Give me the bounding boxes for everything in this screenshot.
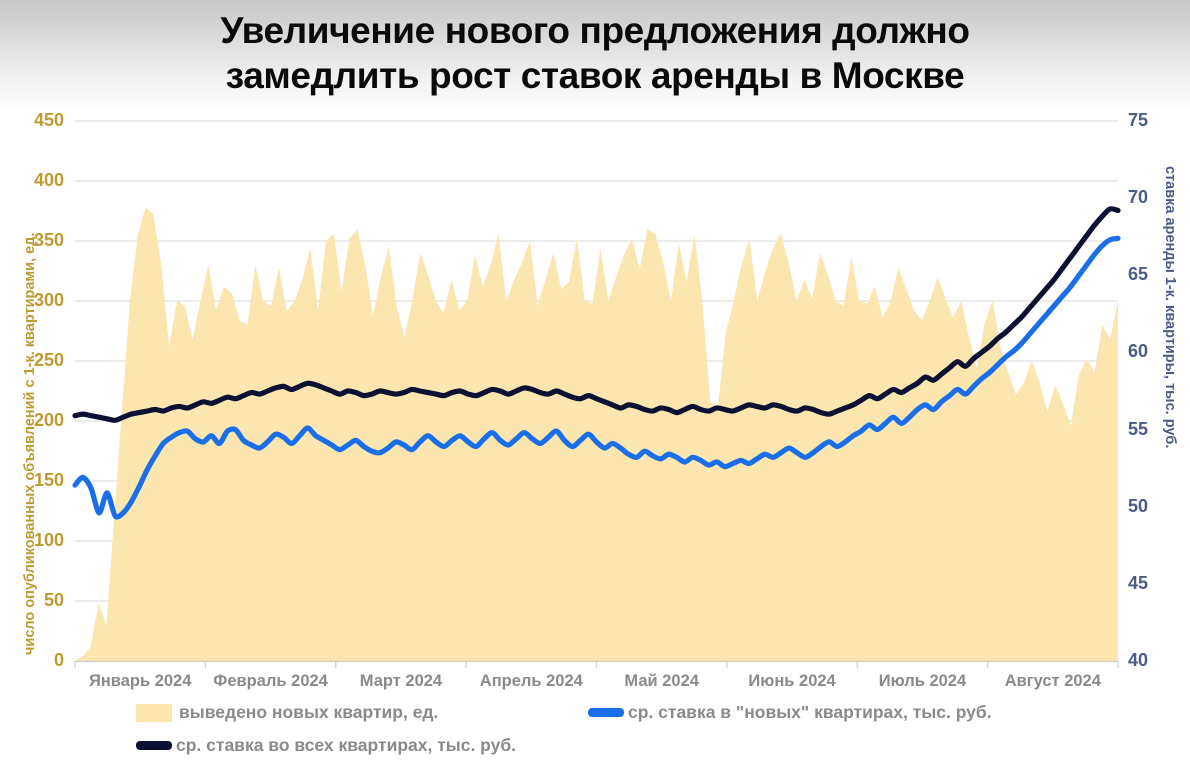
x-axis-tick-label: Август 2024	[1004, 672, 1101, 690]
left-axis-tick-label: 150	[33, 470, 64, 490]
left-axis-tick-label: 350	[33, 230, 64, 250]
left-axis-tick-label: 250	[33, 350, 64, 370]
line-series-group	[72, 206, 1121, 520]
legend-item-new-rate[interactable]: ср. ставка в "новых" квартирах, тыс. руб…	[588, 702, 992, 723]
left-axis-tick-label: 300	[33, 290, 64, 310]
legend-row-1: выведено новых квартир, ед. ср. ставка в…	[0, 702, 1190, 735]
right-axis-tick-label: 55	[1128, 418, 1149, 439]
x-axis-tick-label: Апрель 2024	[479, 672, 583, 690]
legend-item-all-rate[interactable]: ср. ставка во всех квартирах, тыс. руб.	[136, 735, 516, 756]
right-axis-tick-label: 40	[1128, 650, 1149, 670]
right-axis-tick-label: 50	[1128, 495, 1149, 516]
x-axis-tick-label: Март 2024	[359, 672, 443, 690]
line-swatch-icon-blue	[588, 708, 624, 717]
left-axis-tick-label: 400	[33, 170, 64, 190]
left-axis-tick-label: 200	[33, 410, 64, 430]
title-line-1: Увеличение нового предложения должно	[220, 10, 970, 51]
area-swatch-icon	[136, 703, 172, 722]
right-axis-title: ставка аренды 1-к. квартиры, тыс. руб.	[1162, 166, 1178, 449]
x-axis-tickmarks	[74, 660, 1119, 668]
area-series-new-apartments	[75, 207, 1118, 661]
line-series-new-rate	[72, 235, 1121, 520]
line-series-all-rate	[72, 206, 1121, 423]
right-axis-tick-label: 45	[1128, 572, 1149, 593]
right-axis-tick-label: 75	[1128, 110, 1149, 130]
legend-label-1: ср. ставка в "новых" квартирах, тыс. руб…	[628, 702, 992, 722]
right-axis-tick-label: 60	[1128, 341, 1149, 362]
x-axis-tick-label: Май 2024	[624, 672, 699, 690]
legend-row-2: ср. ставка во всех квартирах, тыс. руб.	[0, 735, 1190, 768]
x-axis-tick-label: Июнь 2024	[748, 672, 836, 690]
right-axis-tick-label: 70	[1128, 187, 1149, 208]
legend-item-new-apartments[interactable]: выведено новых квартир, ед.	[136, 702, 438, 723]
header-gradient-background	[0, 0, 1190, 112]
left-axis-tick-label: 100	[33, 530, 64, 550]
legend-label-2: ср. ставка во всех квартирах, тыс. руб.	[176, 735, 517, 755]
legend-label-0: выведено новых квартир, ед.	[179, 702, 439, 722]
left-axis-tick-label: 0	[53, 650, 64, 670]
area-series-group	[75, 207, 1118, 661]
chart-legend: выведено новых квартир, ед. ср. ставка в…	[0, 702, 1190, 768]
line-swatch-icon-dark	[136, 741, 172, 750]
title-line-2: замедлить рост ставок аренды в Москве	[225, 55, 965, 96]
left-axis-tick-label: 450	[33, 110, 64, 130]
x-axis-tick-label: Январь 2024	[88, 672, 192, 690]
x-axis-tick-label: Февраль 2024	[213, 672, 328, 690]
left-axis-tick-label: 50	[43, 590, 64, 610]
x-axis-tick-label: Июль 2024	[878, 672, 967, 690]
page-title: Увеличение нового предложения должно зам…	[0, 8, 1190, 98]
right-axis-tick-label: 65	[1128, 264, 1149, 285]
